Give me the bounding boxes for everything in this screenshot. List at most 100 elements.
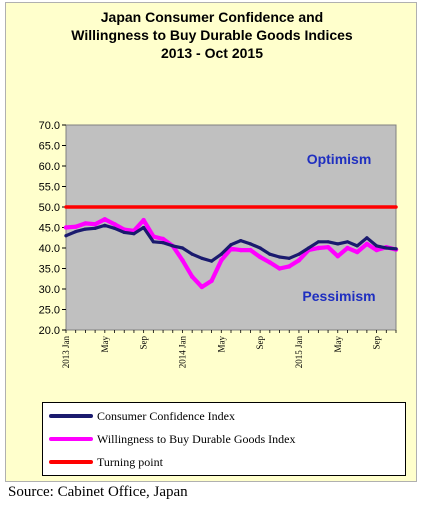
data-point-1 [248, 247, 253, 253]
data-point-0 [336, 242, 340, 246]
y-tick-label: 45.0 [39, 223, 60, 235]
data-point-0 [161, 241, 165, 245]
data-point-0 [239, 239, 243, 243]
y-axis: 70.0 65.0 60.0 55.0 50.0 45.0 40.0 35.0 30.0 25.0… [39, 120, 66, 337]
data-point-1 [364, 241, 370, 247]
y-tick-label: 60.0 [39, 161, 60, 173]
data-point-1 [102, 217, 108, 222]
data-point-0 [112, 226, 117, 230]
y-tick-label: 40.0 [39, 243, 60, 255]
data-point-0 [103, 223, 107, 227]
data-point-1 [316, 245, 321, 251]
chart-svg: 70.0 65.0 60.0 55.0 50.0 45.0 40.0 35.0 30.0 25.0… [39, 120, 399, 369]
x-axis: 2013 Jan May Sep 2014 Jan May Sep 2015 Jan May S… [61, 330, 397, 369]
legend-item-willingness: Willingness to Buy Durable Goods Index [49, 431, 296, 447]
data-point-0 [83, 227, 87, 231]
data-point-1 [238, 247, 243, 253]
data-point-1 [199, 284, 205, 290]
x-tick-label: May [216, 336, 226, 353]
data-point-0 [365, 236, 369, 240]
data-point-0 [287, 256, 291, 260]
data-point-1 [190, 274, 195, 279]
x-tick-label: 2015 Jan [294, 336, 304, 369]
x-tick-label: 2014 Jan [177, 336, 187, 369]
chart-title-line-1: Japan Consumer Confidence and [100, 9, 324, 25]
data-point-1 [287, 264, 292, 269]
data-point-1 [325, 245, 331, 250]
data-point-0 [384, 246, 388, 250]
data-point-1 [112, 222, 117, 227]
data-point-0 [200, 256, 204, 260]
y-tick-label: 65.0 [39, 141, 60, 153]
data-point-0 [268, 252, 272, 256]
data-point-0 [297, 252, 301, 256]
data-point-0 [171, 244, 175, 248]
data-point-1 [180, 258, 185, 263]
data-point-1 [267, 260, 272, 265]
data-point-0 [93, 226, 97, 230]
legend-item-consumer-confidence: Consumer Confidence Index [49, 408, 235, 424]
legend-label-consumer-confidence: Consumer Confidence Index [97, 408, 235, 423]
data-point-0 [180, 246, 185, 250]
y-tick-label: 20.0 [39, 325, 60, 337]
y-tick-label: 70.0 [39, 120, 60, 132]
legend-item-turning-point: Turning point [49, 454, 163, 470]
chart-title-line-2: Willingness to Buy Durable Goods Indices [71, 27, 353, 43]
chart-title-line-3: 2013 - Oct 2015 [161, 45, 263, 61]
data-point-0 [190, 252, 194, 256]
data-point-0 [394, 247, 398, 251]
data-point-1 [141, 217, 146, 223]
data-point-1 [160, 236, 166, 242]
data-point-0 [316, 240, 320, 244]
data-point-1 [296, 258, 302, 263]
y-tick-label: 35.0 [39, 264, 60, 276]
data-point-0 [219, 252, 223, 256]
data-point-1 [73, 224, 78, 229]
x-tick-label: Sep [372, 336, 382, 350]
data-point-0 [375, 244, 379, 248]
data-point-1 [257, 254, 263, 260]
data-point-1 [83, 221, 88, 226]
data-point-0 [277, 255, 282, 259]
y-tick-label: 50.0 [39, 202, 60, 214]
legend-label-willingness: Willingness to Buy Durable Goods Index [97, 431, 296, 446]
legend-label-turning-point: Turning point [97, 454, 163, 469]
data-point-0 [326, 240, 330, 244]
x-tick-label: Sep [139, 336, 149, 350]
y-tick-label: 55.0 [39, 182, 60, 194]
data-point-0 [64, 234, 68, 238]
data-point-0 [248, 242, 252, 246]
data-point-1 [63, 225, 69, 230]
data-point-1 [345, 245, 350, 251]
data-point-1 [374, 247, 379, 253]
y-tick-label: 25.0 [39, 305, 60, 317]
data-point-0 [307, 246, 311, 250]
annotation-optimism: Optimism [307, 151, 372, 167]
series-group [63, 205, 399, 290]
chart-frame: Japan Consumer Confidence and Willingnes… [5, 2, 417, 482]
data-point-1 [92, 222, 98, 227]
legend: Consumer Confidence Index Willingness to… [42, 402, 406, 476]
x-tick-label: May [100, 336, 110, 353]
x-tick-label: 2013 Jan [61, 336, 71, 369]
data-point-0 [132, 232, 136, 236]
data-point-0 [142, 225, 146, 230]
legend-swatch-willingness [49, 437, 93, 441]
data-point-1 [277, 266, 282, 271]
data-point-0 [210, 259, 214, 263]
data-point-1 [355, 249, 360, 255]
data-point-0 [151, 240, 155, 244]
data-point-0 [122, 230, 126, 234]
annotation-pessimism: Pessimism [302, 288, 375, 304]
data-point-0 [74, 230, 78, 234]
data-point-0 [345, 240, 350, 244]
x-tick-label: Sep [255, 336, 265, 350]
x-tick-label: May [333, 336, 343, 353]
data-point-1 [219, 258, 224, 263]
data-point-1 [209, 278, 214, 283]
y-tick-label: 30.0 [39, 284, 60, 296]
legend-swatch-turning-point [49, 460, 93, 464]
data-point-0 [258, 246, 262, 250]
legend-swatch-consumer-confidence [49, 414, 93, 418]
data-point-0 [355, 244, 359, 248]
